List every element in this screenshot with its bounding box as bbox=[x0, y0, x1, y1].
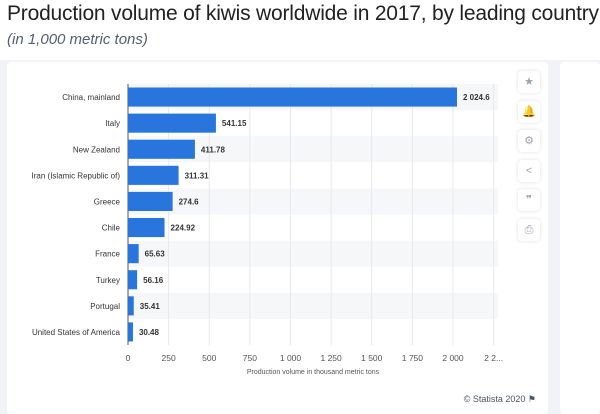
bar[interactable] bbox=[128, 322, 133, 342]
category-label: France bbox=[95, 250, 120, 259]
bar[interactable] bbox=[128, 270, 138, 290]
bar[interactable] bbox=[128, 296, 134, 316]
value-label: 274.6 bbox=[179, 197, 200, 206]
category-label: Greece bbox=[94, 197, 121, 206]
bar[interactable] bbox=[128, 139, 195, 159]
x-tick-label: 250 bbox=[162, 353, 176, 363]
x-tick-label: 2 000 bbox=[442, 353, 464, 363]
bar[interactable] bbox=[128, 113, 216, 133]
category-label: United States of America bbox=[32, 328, 121, 337]
x-tick-label: 500 bbox=[202, 353, 216, 363]
x-tick-label: 1 250 bbox=[320, 353, 342, 363]
value-label: 35.41 bbox=[140, 302, 161, 311]
bar[interactable] bbox=[128, 244, 139, 264]
bar[interactable] bbox=[128, 165, 179, 185]
category-label: China, mainland bbox=[62, 93, 120, 102]
category-label: Iran (Islamic Republic of) bbox=[32, 171, 121, 180]
star-icon[interactable]: ★ bbox=[518, 71, 540, 93]
x-axis-label: Production volume in thousand metric ton… bbox=[247, 369, 380, 376]
row-stripe bbox=[128, 188, 498, 215]
value-label: 411.78 bbox=[201, 145, 226, 154]
value-label: 2 024.6 bbox=[463, 93, 490, 102]
quote-icon[interactable]: ❞ bbox=[518, 189, 540, 211]
chart-subtitle: (in 1,000 metric tons) bbox=[7, 31, 148, 48]
value-label: 311.31 bbox=[185, 171, 210, 180]
chart-card bbox=[7, 62, 548, 414]
value-label: 65.63 bbox=[145, 250, 166, 259]
category-label: New Zealand bbox=[73, 145, 120, 154]
x-tick-label: 1 000 bbox=[280, 353, 302, 363]
x-tick-label: 1 750 bbox=[402, 353, 424, 363]
category-label: Italy bbox=[105, 119, 120, 128]
row-stripe bbox=[128, 292, 498, 319]
side-panel bbox=[560, 62, 600, 414]
value-label: 224.92 bbox=[171, 224, 196, 233]
row-stripe bbox=[128, 240, 498, 267]
gear-icon[interactable]: ⚙ bbox=[518, 130, 540, 152]
bar[interactable] bbox=[128, 87, 457, 107]
bar[interactable] bbox=[128, 218, 165, 238]
print-icon[interactable]: ⎙ bbox=[518, 218, 540, 241]
footer: © Statista 2020 ⚑ bbox=[464, 394, 536, 405]
category-label: Portugal bbox=[90, 302, 120, 311]
x-tick-label: 2 2... bbox=[484, 353, 503, 363]
category-label: Chile bbox=[102, 224, 121, 233]
statista-credit[interactable]: © Statista 2020 bbox=[463, 394, 526, 404]
value-label: 56.16 bbox=[143, 276, 164, 285]
value-label: 541.15 bbox=[222, 119, 247, 128]
chart-title: Production volume of kiwis worldwide in … bbox=[7, 2, 599, 25]
flag-icon[interactable]: ⚑ bbox=[527, 394, 536, 404]
value-label: 30.48 bbox=[139, 328, 160, 337]
category-label: Turkey bbox=[96, 276, 120, 285]
bar[interactable] bbox=[128, 191, 173, 211]
share-icon[interactable]: < bbox=[518, 159, 540, 182]
x-tick-label: 0 bbox=[126, 353, 131, 363]
x-tick-label: 1 500 bbox=[361, 353, 383, 363]
x-tick-label: 750 bbox=[243, 353, 257, 363]
bell-icon[interactable]: 🔔 bbox=[518, 100, 540, 123]
